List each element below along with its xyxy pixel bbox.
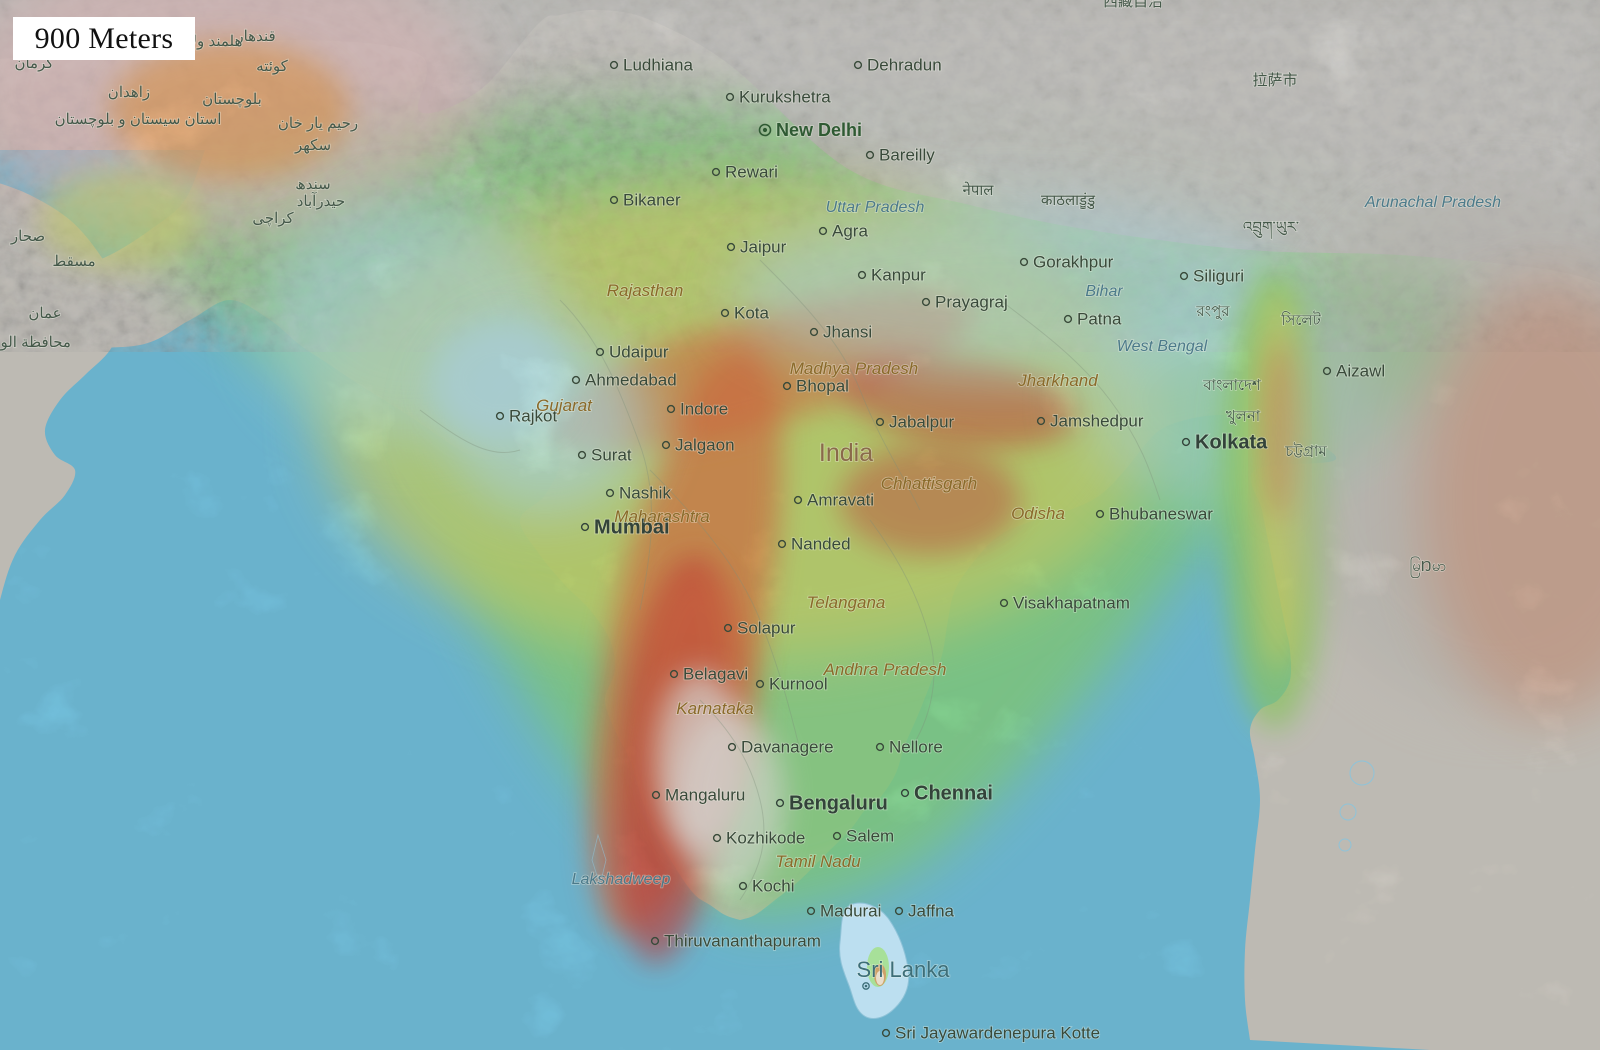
svg-text:Gorakhpur: Gorakhpur: [1033, 252, 1114, 271]
svg-text:नेपाल: नेपाल: [963, 181, 995, 199]
svg-text:Belagavi: Belagavi: [683, 664, 748, 683]
svg-text:Chennai: Chennai: [914, 782, 993, 804]
svg-text:সিলেট: সিলেট: [1280, 311, 1321, 329]
svg-text:Mangaluru: Mangaluru: [665, 785, 745, 804]
svg-text:Karnataka: Karnataka: [676, 699, 754, 718]
svg-text:Jaffna: Jaffna: [908, 901, 955, 920]
svg-text:Jamshedpur: Jamshedpur: [1050, 411, 1144, 430]
svg-text:Uttar Pradesh: Uttar Pradesh: [826, 199, 925, 216]
svg-text:Bikaner: Bikaner: [623, 190, 681, 209]
svg-text:မြŊမာ: မြŊမာ: [1410, 556, 1447, 578]
svg-text:Prayagraj: Prayagraj: [935, 292, 1008, 311]
svg-text:Ludhiana: Ludhiana: [623, 55, 694, 74]
svg-text:Kozhikode: Kozhikode: [726, 828, 805, 847]
svg-text:Odisha: Odisha: [1011, 504, 1065, 523]
svg-text:খুলনা: খুলনা: [1226, 408, 1261, 425]
svg-text:Jhansi: Jhansi: [823, 322, 872, 341]
svg-text:Gujarat: Gujarat: [536, 396, 593, 415]
svg-text:Rajasthan: Rajasthan: [607, 281, 684, 300]
svg-text:Nashik: Nashik: [619, 483, 671, 502]
svg-text:Aizawl: Aizawl: [1336, 361, 1385, 380]
svg-text:西藏自治: 西藏自治: [1103, 0, 1163, 10]
svg-text:کوئته: کوئته: [256, 58, 288, 75]
svg-text:Patna: Patna: [1077, 309, 1122, 328]
svg-text:محافظة الوسطى: محافظة الوسطى: [0, 334, 71, 351]
svg-text:بلوچستان: بلوچستان: [202, 91, 262, 108]
svg-text:Bengaluru: Bengaluru: [789, 792, 888, 814]
svg-text:صحار: صحار: [10, 228, 45, 245]
svg-text:拉萨市: 拉萨市: [1252, 72, 1297, 89]
svg-text:Surat: Surat: [591, 445, 632, 464]
svg-text:Bhopal: Bhopal: [796, 376, 849, 395]
svg-text:رحیم یار خان: رحیم یار خان: [278, 115, 358, 132]
svg-text:Amravati: Amravati: [807, 490, 874, 509]
svg-text:سکھر: سکھر: [294, 137, 331, 154]
svg-text:Jaipur: Jaipur: [740, 237, 787, 256]
svg-text:Thiruvananthapuram: Thiruvananthapuram: [664, 931, 821, 950]
svg-text:Kolkata: Kolkata: [1195, 431, 1268, 453]
svg-text:চট্টগ্রাম: চট্টগ্রাম: [1284, 442, 1327, 460]
svg-text:Andhra Pradesh: Andhra Pradesh: [823, 660, 947, 679]
svg-text:काठलाडॗंडु: काठलाडॗंडु: [1041, 192, 1096, 210]
svg-text:سندھ: سندھ: [295, 176, 330, 193]
svg-text:Sri Jayawardenepura Kotte: Sri Jayawardenepura Kotte: [895, 1023, 1100, 1042]
svg-text:Udaipur: Udaipur: [609, 342, 669, 361]
svg-text:حیدرآباد: حیدرآباد: [297, 192, 346, 210]
svg-text:Bhubaneswar: Bhubaneswar: [1109, 504, 1213, 523]
svg-text:Bihar: Bihar: [1085, 283, 1123, 300]
svg-text:Siliguri: Siliguri: [1193, 266, 1244, 285]
svg-text:Bareilly: Bareilly: [879, 145, 935, 164]
svg-text:Rewari: Rewari: [725, 162, 778, 181]
svg-text:Kurnool: Kurnool: [769, 674, 828, 693]
svg-text:Jharkhand: Jharkhand: [1017, 371, 1098, 390]
svg-text:Telangana: Telangana: [807, 593, 886, 612]
svg-text:Dehradun: Dehradun: [867, 55, 942, 74]
svg-text:Jalgaon: Jalgaon: [675, 435, 735, 454]
svg-text:Madhya Pradesh: Madhya Pradesh: [790, 359, 919, 378]
svg-text:West Bengal: West Bengal: [1117, 338, 1208, 355]
svg-text:مسقط: مسقط: [52, 253, 95, 270]
svg-text:Visakhapatnam: Visakhapatnam: [1013, 593, 1130, 612]
svg-text:Sri Lanka: Sri Lanka: [857, 957, 951, 982]
svg-text:Kurukshetra: Kurukshetra: [739, 87, 831, 106]
svg-text:Lakshadweep: Lakshadweep: [572, 871, 671, 888]
svg-text:বাংলাদেশ: বাংলাদেশ: [1202, 377, 1262, 394]
svg-text:عمان: عمان: [28, 305, 61, 322]
svg-text:استان سیستان و بلوچستان: استان سیستان و بلوچستان: [55, 111, 222, 128]
svg-text:India: India: [819, 439, 873, 467]
svg-text:Indore: Indore: [680, 399, 728, 418]
svg-text:Arunachal Pradesh: Arunachal Pradesh: [1364, 194, 1501, 211]
svg-text:Tamil Nadu: Tamil Nadu: [775, 852, 861, 871]
svg-text:Kota: Kota: [734, 303, 770, 322]
svg-text:Nanded: Nanded: [791, 534, 851, 553]
svg-text:Ahmedabad: Ahmedabad: [585, 370, 677, 389]
svg-text:Jabalpur: Jabalpur: [889, 412, 955, 431]
svg-text:Kochi: Kochi: [752, 876, 795, 895]
svg-text:New Delhi: New Delhi: [776, 120, 862, 140]
svg-text:زاهدان: زاهدان: [108, 84, 150, 101]
svg-text:Madurai: Madurai: [820, 901, 881, 920]
svg-text:Maharashtra: Maharashtra: [614, 507, 709, 526]
svg-text:Kanpur: Kanpur: [871, 265, 926, 284]
svg-text:Agra: Agra: [832, 221, 868, 240]
svg-text:রংপুর: রংপুর: [1195, 303, 1230, 320]
svg-text:Nellore: Nellore: [889, 737, 943, 756]
svg-text:Solapur: Solapur: [737, 618, 796, 637]
svg-text:Salem: Salem: [846, 826, 894, 845]
svg-text:Davanagere: Davanagere: [741, 737, 834, 756]
svg-text:Chhattisgarh: Chhattisgarh: [881, 474, 977, 493]
svg-text:کراچی: کراچی: [252, 210, 294, 227]
